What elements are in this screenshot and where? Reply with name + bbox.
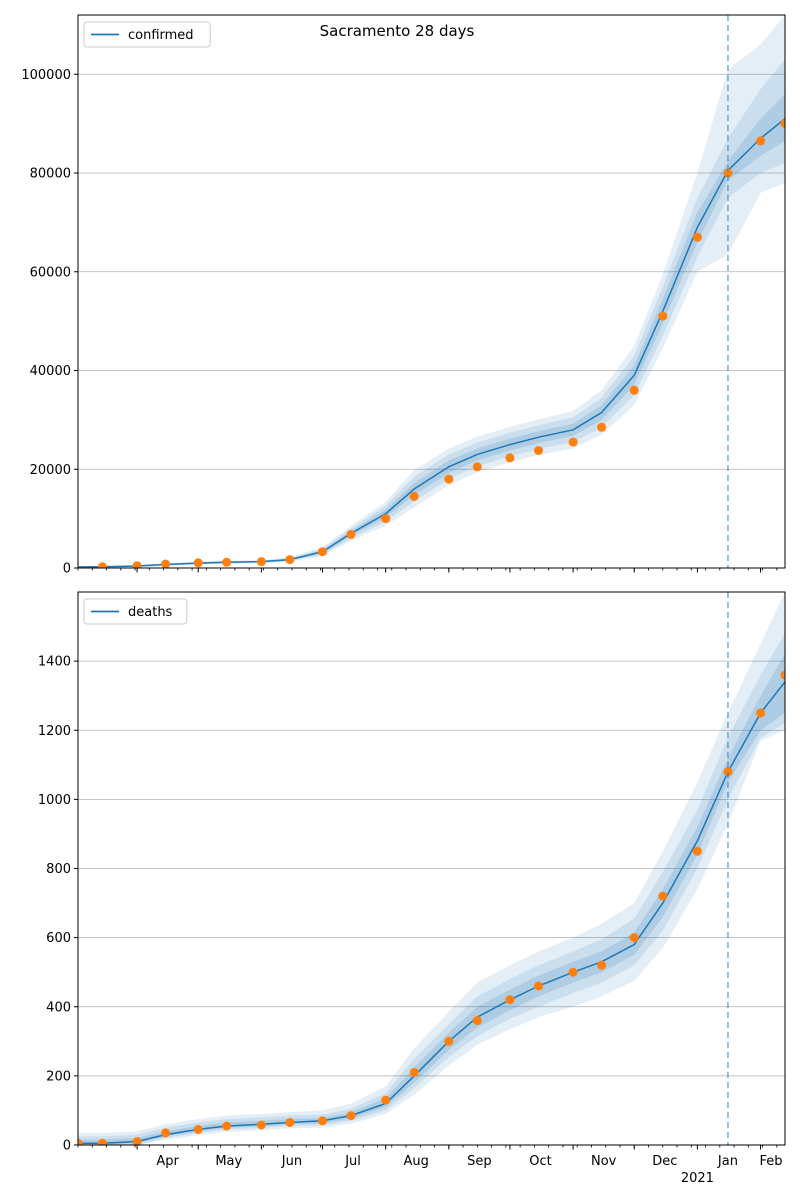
- observed-point: [285, 1118, 295, 1127]
- observed-point: [505, 995, 515, 1005]
- observed-point: [780, 119, 785, 129]
- x-tick-label: Feb: [759, 1154, 782, 1169]
- legend-box: [83, 598, 188, 625]
- x-tick-label: Aug: [404, 1154, 429, 1169]
- observed-point: [161, 1128, 171, 1138]
- y-tick-label: 80000: [30, 167, 71, 182]
- y-tick-label: 1000: [38, 793, 71, 808]
- legend: deaths: [83, 598, 188, 625]
- y-tick-label: 0: [63, 562, 71, 577]
- legend-label: confirmed: [128, 28, 194, 43]
- y-tick-label: 60000: [30, 265, 71, 280]
- observed-point: [256, 1120, 266, 1130]
- observed-point: [534, 446, 543, 455]
- observed-point: [346, 529, 356, 539]
- observed-point: [658, 311, 668, 321]
- y-tick-label: 600: [46, 931, 71, 946]
- observed-point: [409, 1067, 419, 1077]
- observed-point: [534, 981, 543, 991]
- band-outer: [78, 592, 785, 1145]
- observed-point: [285, 555, 295, 565]
- observed-point: [97, 562, 107, 568]
- observed-point: [658, 891, 668, 901]
- legend-box: [83, 21, 211, 48]
- observed-point: [318, 1116, 327, 1126]
- plot-area: [78, 592, 785, 1145]
- legend-label: deaths: [128, 605, 173, 620]
- band-middle: [78, 59, 785, 568]
- observed-point: [132, 1137, 142, 1145]
- model-line: [78, 681, 785, 1145]
- observed-point: [193, 558, 203, 568]
- observed-point: [780, 670, 785, 680]
- band-inner: [78, 94, 785, 568]
- observed-point: [381, 514, 391, 524]
- observed-point: [472, 1016, 482, 1026]
- observed-point: [318, 547, 327, 557]
- y-tick-label: 200: [46, 1069, 71, 1084]
- observed-point: [692, 846, 702, 856]
- observed-point: [256, 557, 266, 567]
- observed-point: [78, 1138, 83, 1145]
- model-line: [78, 118, 785, 568]
- plot-area: [78, 15, 785, 568]
- y-tick-label: 400: [46, 1000, 71, 1015]
- observed-point: [597, 422, 607, 432]
- x-tick-label: Jul: [344, 1154, 361, 1169]
- observed-point: [629, 933, 639, 943]
- figure-title: Sacramento 28 days: [320, 22, 475, 40]
- x-year-label: 2021: [681, 1171, 714, 1186]
- observed-point: [723, 767, 733, 777]
- x-tick-label: Sep: [467, 1154, 492, 1169]
- y-tick-label: 100000: [21, 68, 71, 83]
- x-tick-label: Jan: [717, 1154, 738, 1169]
- observed-point: [222, 557, 232, 567]
- y-tick-label: 1200: [38, 724, 71, 739]
- observed-point: [132, 561, 142, 568]
- y-tick-label: 20000: [30, 463, 71, 478]
- y-tick-label: 0: [63, 1139, 71, 1154]
- axes-frame: [77, 14, 786, 569]
- observed-point: [161, 559, 171, 568]
- observed-point: [568, 437, 578, 447]
- x-tick-label: May: [215, 1154, 242, 1169]
- band-middle: [78, 633, 785, 1145]
- x-tick-label: Nov: [591, 1154, 617, 1169]
- x-tick-label: Apr: [156, 1154, 179, 1169]
- observed-point: [568, 967, 578, 977]
- x-tick-label: Oct: [529, 1154, 551, 1169]
- observed-point: [444, 1036, 454, 1046]
- observed-point: [346, 1111, 356, 1121]
- legend: confirmed: [83, 21, 211, 48]
- y-tick-label: 40000: [30, 364, 71, 379]
- y-tick-label: 800: [46, 862, 71, 877]
- observed-point: [505, 453, 515, 463]
- observed-point: [597, 960, 607, 970]
- observed-point: [222, 1121, 232, 1131]
- y-tick-label: 1400: [38, 655, 71, 670]
- observed-point: [629, 385, 639, 395]
- observed-point: [444, 474, 454, 484]
- observed-point: [692, 232, 702, 242]
- observed-point: [723, 168, 733, 178]
- observed-point: [472, 462, 482, 472]
- x-tick-label: Jun: [281, 1154, 302, 1169]
- observed-point: [381, 1095, 391, 1105]
- deaths-panel: 0 200 400 600 800 1000 1200 1400 Apr May Jun Jul Aug…: [38, 591, 786, 1186]
- observed-point: [756, 136, 766, 146]
- observed-point: [97, 1138, 107, 1145]
- confirmed-panel: 0 20000 40000 60000 80000 100000 confirmed: [21, 14, 786, 577]
- observed-point: [756, 708, 766, 718]
- x-tick-label: Dec: [652, 1154, 677, 1169]
- observed-point: [193, 1124, 203, 1134]
- observed-point: [409, 491, 419, 501]
